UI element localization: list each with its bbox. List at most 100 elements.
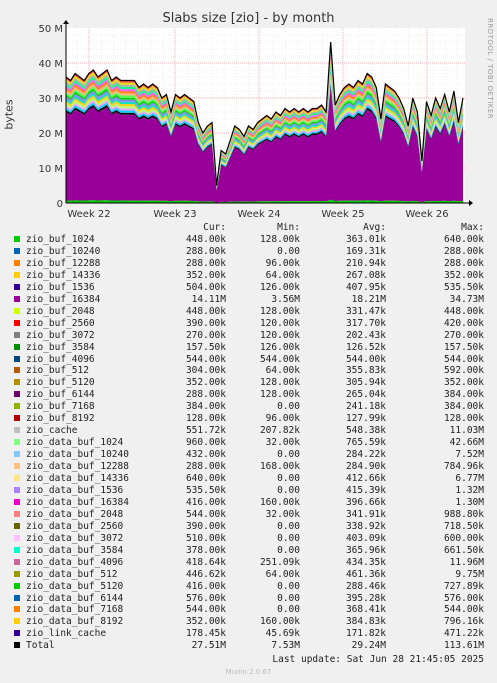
legend-avg: 765.59k — [345, 437, 386, 449]
legend-min: 0.00 — [277, 520, 300, 532]
legend-row: zio_data_buf_7168 544.00k 0.00 368.41k 544.0… — [0, 604, 497, 616]
legend-min: 0.00 — [277, 544, 300, 556]
legend-cur: 352.00k — [185, 269, 226, 281]
legend-min: 0.00 — [277, 604, 300, 616]
legend-header-cur: Cur: — [203, 222, 226, 233]
y-tick-labels: 0 10 M 20 M 30 M 40 M 50 M — [38, 24, 63, 210]
legend-avg: 461.36k — [345, 568, 386, 580]
legend-row: zio_buf_12288 288.00k 96.00k 210.94k 288.00k — [0, 258, 497, 270]
legend-series-name: zio_data_buf_10240 — [26, 449, 129, 461]
legend-series-name: zio_data_buf_7168 — [26, 604, 124, 616]
legend-cur: 448.00k — [185, 234, 226, 245]
legend-row: zio_buf_1024 448.00k 128.00k 363.01k 640.00k — [0, 234, 497, 246]
legend-swatch — [14, 439, 20, 446]
legend-series-name: zio_data_buf_14336 — [26, 473, 129, 484]
y-tick-label: 20 M — [38, 129, 63, 140]
legend-swatch — [14, 486, 20, 493]
y-tick-label: 30 M — [38, 94, 63, 105]
legend-swatch — [14, 259, 20, 266]
legend-series-name: zio_buf_3584 — [26, 341, 95, 353]
legend-avg: 331.47k — [345, 305, 386, 317]
legend-avg: 368.41k — [345, 604, 386, 616]
legend-min: 128.00k — [259, 377, 300, 389]
legend-max: 576.00k — [443, 592, 484, 604]
legend-avg: 434.35k — [345, 556, 386, 568]
legend-min: 0.00 — [277, 401, 300, 413]
legend-min: 64.00k — [265, 568, 300, 580]
last-update: Last update: Sat Jun 28 21:45:05 2025 — [272, 654, 484, 665]
legend-max: 352.00k — [443, 377, 484, 389]
legend-min: 544.00k — [259, 353, 300, 365]
legend-avg: 407.95k — [345, 281, 386, 293]
legend-swatch — [14, 510, 20, 517]
legend-avg: 548.38k — [345, 425, 386, 437]
legend-row: Total 27.51M 7.53M 29.24M 113.61M — [0, 640, 497, 652]
legend-row: zio_data_buf_512 446.62k 64.00k 461.36k 9.75… — [0, 569, 497, 581]
area-band-base — [66, 87, 463, 203]
legend-row: zio_data_buf_2560 390.00k 0.00 338.92k 718.5… — [0, 521, 497, 533]
legend-min: 126.00k — [259, 341, 300, 353]
legend-cur: 27.51M — [191, 640, 226, 652]
legend-row: zio_buf_1536 504.00k 126.00k 407.95k 535.50k — [0, 282, 497, 294]
legend-cur: 448.00k — [185, 305, 226, 317]
legend-avg: 384.83k — [345, 616, 386, 628]
legend-cur: 576.00k — [185, 592, 226, 604]
legend-max: 544.00k — [443, 353, 484, 365]
legend-cur: 304.00k — [185, 365, 226, 377]
legend-swatch — [14, 271, 20, 278]
legend-avg: 412.66k — [345, 473, 386, 484]
total-line — [65, 41, 464, 186]
legend-avg: 171.82k — [345, 628, 386, 640]
legend-row: zio_buf_7168 384.00k 0.00 241.18k 384.00k — [0, 401, 497, 413]
legend-row: zio_data_buf_5120 416.00k 0.00 288.46k 727.8… — [0, 581, 497, 593]
legend-series-name: zio_buf_14336 — [26, 269, 101, 281]
rrdtool-watermark: RRDTOOL / TOBI OETIKER — [486, 18, 494, 120]
legend-avg: 29.24M — [351, 640, 386, 652]
legend-max: 352.00k — [443, 269, 484, 281]
legend-min: 0.00 — [277, 245, 300, 257]
legend-min: 160.00k — [259, 616, 300, 628]
legend-swatch — [14, 642, 20, 649]
legend-series-name: zio_buf_512 — [26, 365, 89, 377]
legend-row: zio_cache 551.72k 207.82k 548.38k 11.03M — [0, 425, 497, 437]
legend-max: 11.03M — [449, 425, 484, 437]
legend-cur: 446.62k — [185, 568, 226, 580]
legend-row: zio_data_buf_10240 432.00k 0.00 284.22k 7.52… — [0, 449, 497, 461]
stacked-areas — [65, 41, 464, 203]
x-tick-label: Week 23 — [153, 209, 196, 220]
legend-max: 988.80k — [443, 508, 484, 520]
legend-avg: 363.01k — [345, 234, 386, 245]
legend-min: 0.00 — [277, 532, 300, 544]
legend-max: 9.75M — [455, 568, 484, 580]
legend-swatch — [14, 630, 20, 637]
legend-avg: 341.91k — [345, 508, 386, 520]
legend-row: zio_buf_8192 128.00k 96.00k 127.99k 128.00k — [0, 413, 497, 425]
legend-row: zio_buf_512 304.00k 64.00k 355.83k 592.00k — [0, 365, 497, 377]
x-tick-label: Week 25 — [321, 209, 364, 220]
legend-cur: 178.45k — [185, 628, 226, 640]
legend-max: 288.00k — [443, 245, 484, 257]
legend-max: 796.16k — [443, 616, 484, 628]
legend-row: zio_buf_16384 14.11M 3.56M 18.21M 34.73M — [0, 294, 497, 306]
legend-row: zio_buf_10240 288.00k 0.00 169.31k 288.00k — [0, 246, 497, 258]
legend-row: zio_data_buf_1536 535.50k 0.00 415.39k 1.32M — [0, 485, 497, 497]
legend-swatch — [14, 498, 20, 505]
legend-avg: 415.39k — [345, 484, 386, 496]
legend-cur: 288.00k — [185, 245, 226, 257]
legend-cur: 352.00k — [185, 616, 226, 628]
x-tick-label: Week 26 — [405, 209, 448, 220]
legend-series-name: zio_buf_10240 — [26, 245, 101, 257]
legend-avg: 317.70k — [345, 317, 386, 329]
x-tick-label: Week 22 — [67, 209, 110, 220]
legend-series-name: zio_data_buf_12288 — [26, 461, 129, 473]
x-axis-arrow — [469, 200, 473, 206]
legend-min: 0.00 — [277, 449, 300, 461]
legend-row: zio_buf_2048 448.00k 128.00k 331.47k 448.00k — [0, 306, 497, 318]
legend-series-name: zio_data_buf_3072 — [26, 532, 124, 544]
legend-avg: 18.21M — [351, 293, 386, 305]
legend-row: zio_data_buf_6144 576.00k 0.00 395.28k 576.0… — [0, 593, 497, 605]
legend-avg: 544.00k — [345, 353, 386, 365]
legend-min: 45.69k — [265, 628, 300, 640]
legend-cur: 544.00k — [185, 604, 226, 616]
area-chart: 010 M20 M30 M40 M50 M Week 22 Week 23 Week… — [38, 20, 473, 220]
